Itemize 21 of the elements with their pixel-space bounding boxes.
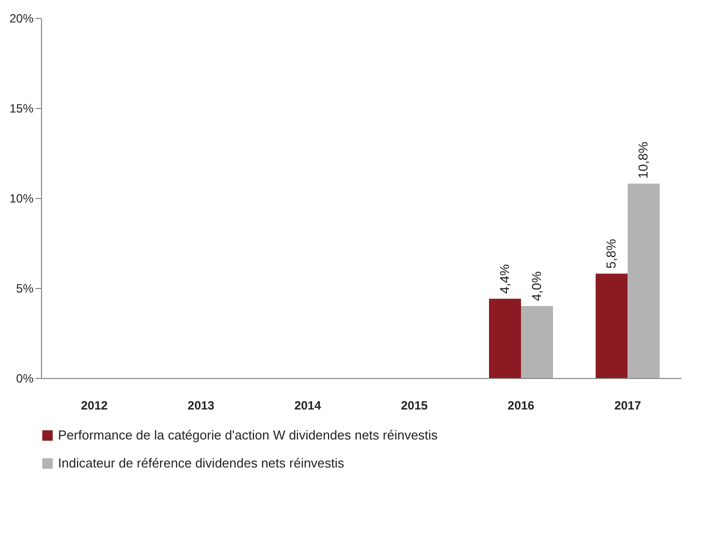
legend-label: Indicateur de référence dividendes nets réinvestis bbox=[58, 456, 345, 470]
bar bbox=[521, 306, 553, 378]
x-tick-label: 2013 bbox=[188, 398, 215, 412]
y-tick-label: 20% bbox=[9, 12, 34, 26]
data-label: 5,8% bbox=[604, 238, 619, 269]
x-tick-label: 2012 bbox=[80, 398, 108, 412]
y-tick-label: 5% bbox=[16, 282, 34, 296]
bar bbox=[489, 298, 521, 378]
y-tick-label: 0% bbox=[16, 372, 34, 386]
x-tick-label: 2016 bbox=[508, 398, 535, 412]
x-tick-label: 2017 bbox=[614, 398, 642, 412]
y-tick-label: 10% bbox=[9, 192, 34, 206]
bar bbox=[596, 274, 628, 378]
y-tick-label: 15% bbox=[9, 102, 34, 116]
bar bbox=[628, 184, 660, 378]
x-tick-label: 2014 bbox=[294, 398, 322, 412]
x-tick-label: 2015 bbox=[400, 398, 428, 412]
data-label: 10,8% bbox=[636, 141, 651, 179]
legend-label: Performance de la catégorie d'action W dividendes nets réinvestis bbox=[58, 428, 438, 442]
data-label: 4,4% bbox=[497, 264, 512, 294]
data-label: 4,0% bbox=[529, 270, 544, 301]
